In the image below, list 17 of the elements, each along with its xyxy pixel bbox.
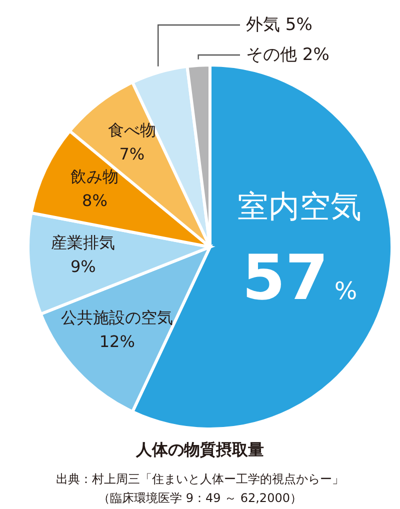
slice-label: 外気 [246, 15, 280, 35]
data-label: 7% [119, 144, 145, 164]
text: （臨床環境医学 9：49 ～ 62,2000） [97, 490, 303, 507]
slice-label: 食べ物 [108, 120, 156, 140]
source-note: 出典：村上周三「住まいと人体ー工学的視点からー」 [55, 471, 345, 488]
slice-label: 産業排気 [51, 232, 116, 252]
text: 人体の物質摂取量 [134, 440, 265, 461]
data-label: 12% [99, 332, 135, 352]
data-label: 2% [302, 45, 330, 65]
data-label: 9% [70, 256, 96, 276]
data-label: 57% [242, 240, 358, 314]
slice-label: 公共施設の空気 [61, 308, 174, 328]
data-label: 8% [82, 190, 108, 210]
slice-label: 室内空気 [238, 188, 362, 225]
slice-label: 飲み物 [70, 166, 119, 186]
slice-label: その他 [246, 45, 297, 65]
data-label: 5% [285, 15, 312, 35]
